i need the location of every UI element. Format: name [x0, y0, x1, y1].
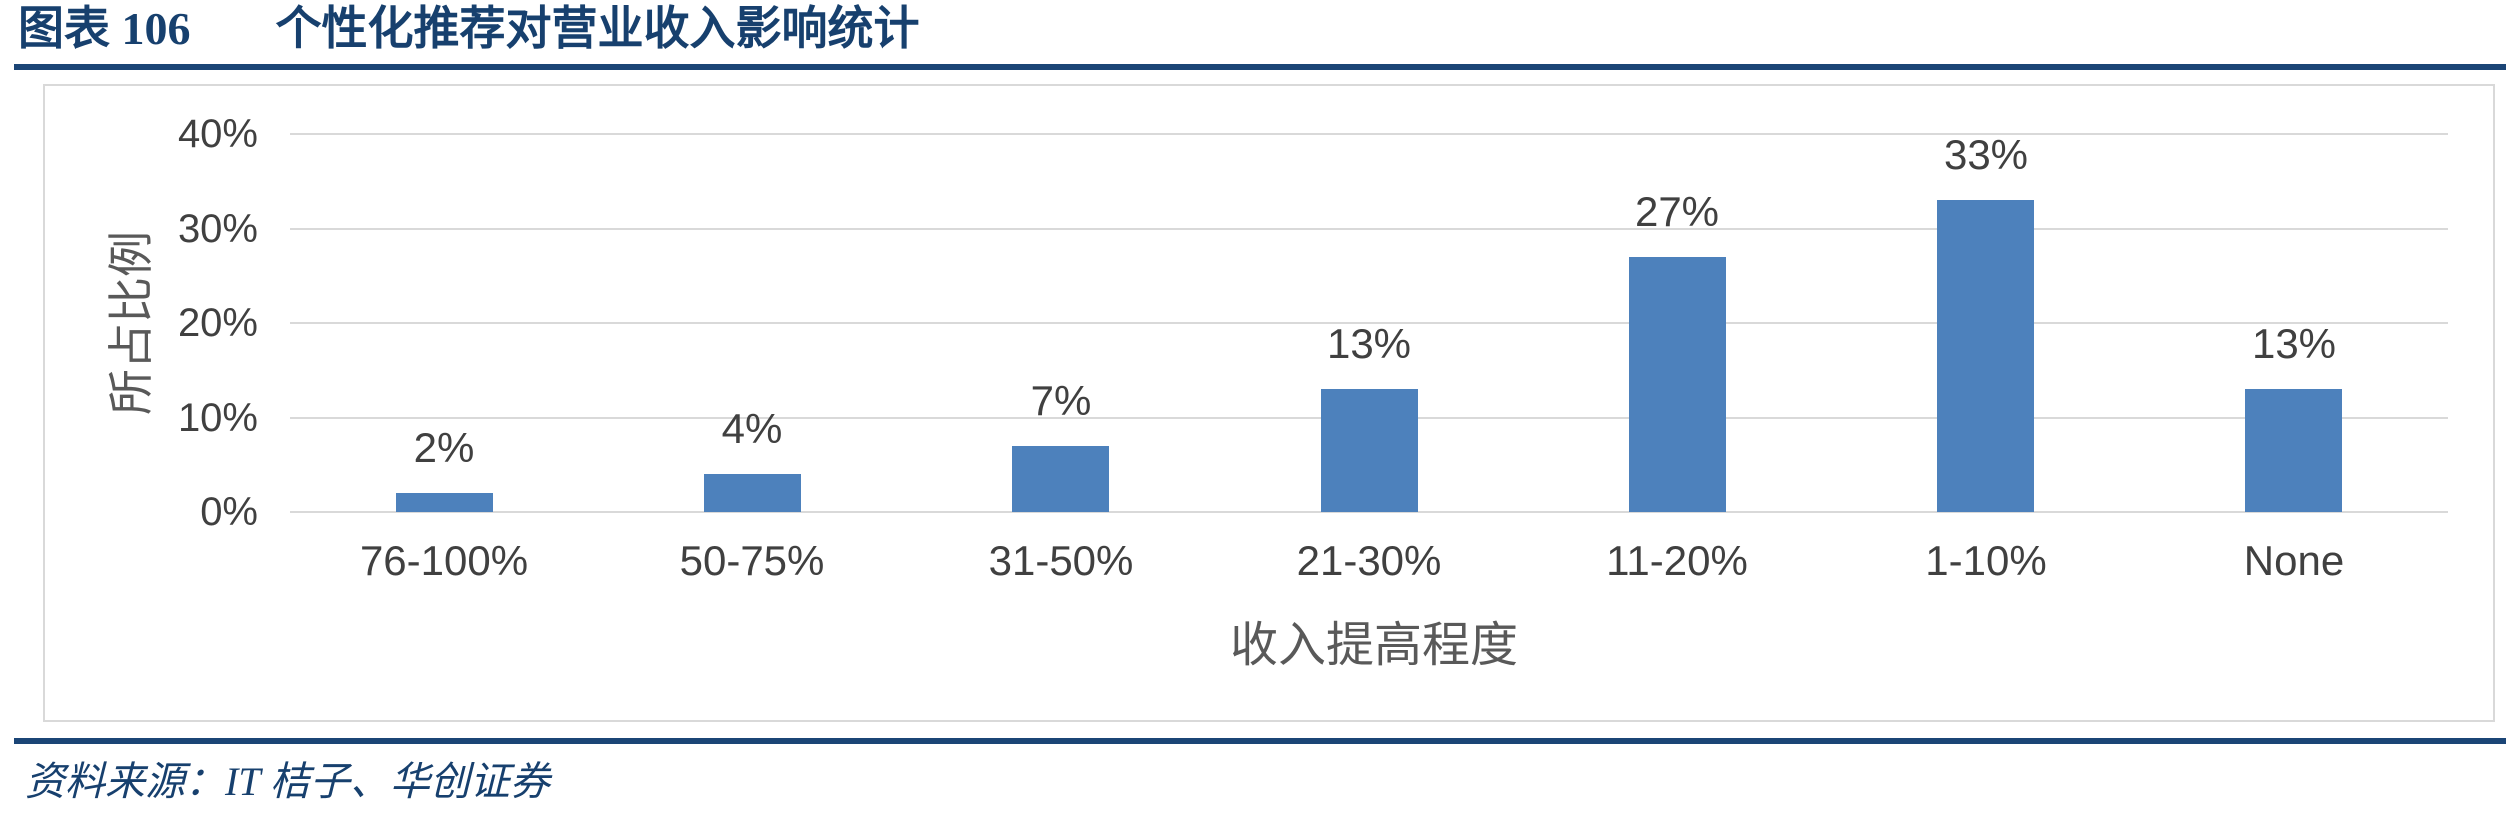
x-category-label: 76-100%	[359, 537, 529, 584]
figure-title-text: 个性化推荐对营业收入影响统计	[275, 3, 920, 54]
y-tick-label: 40%	[177, 112, 258, 156]
x-category-label: None	[2243, 537, 2345, 584]
gridline	[290, 511, 2448, 513]
title-underline-rule	[14, 64, 2506, 70]
y-tick-label: 0%	[200, 490, 258, 534]
y-tick-label: 30%	[177, 206, 258, 251]
x-category-label: 21-30%	[1296, 537, 1442, 584]
bar-value-label: 27%	[1634, 188, 1720, 235]
bar-value-label: 33%	[1943, 131, 2029, 178]
bar	[396, 493, 493, 512]
bar	[1012, 446, 1109, 512]
gridline	[290, 227, 2448, 230]
bar	[1321, 389, 1418, 512]
bar	[2245, 389, 2342, 512]
x-axis-title: 收入提高程度	[1229, 619, 1518, 672]
bar-value-label: 4%	[721, 405, 783, 452]
y-axis-title: 所占比例	[105, 231, 157, 415]
bottom-divider-rule	[14, 738, 2506, 744]
bar	[704, 474, 801, 512]
bar-value-label: 7%	[1030, 377, 1092, 424]
x-category-label: 50-75%	[679, 537, 825, 584]
bar-value-label: 13%	[2251, 320, 2337, 367]
figure-number-label: 图表 106	[18, 3, 191, 54]
source-note: 资料来源：IT 桔子、华创证券	[25, 759, 550, 804]
bar-value-label: 2%	[413, 424, 475, 471]
bar	[1629, 257, 1726, 512]
x-category-label: 11-20%	[1606, 537, 1748, 584]
x-category-label: 1-10%	[1925, 537, 2047, 584]
bar-value-label: 13%	[1326, 320, 1412, 367]
bar	[1937, 200, 2034, 512]
gridline	[290, 322, 2448, 324]
y-tick-label: 10%	[177, 395, 258, 440]
chart-frame	[43, 84, 2495, 722]
x-category-label: 31-50%	[988, 537, 1134, 584]
gridline	[290, 133, 2448, 135]
figure-title: 图表 106 个性化推荐对营业收入影响统计	[18, 0, 920, 62]
y-tick-label: 20%	[177, 301, 258, 345]
